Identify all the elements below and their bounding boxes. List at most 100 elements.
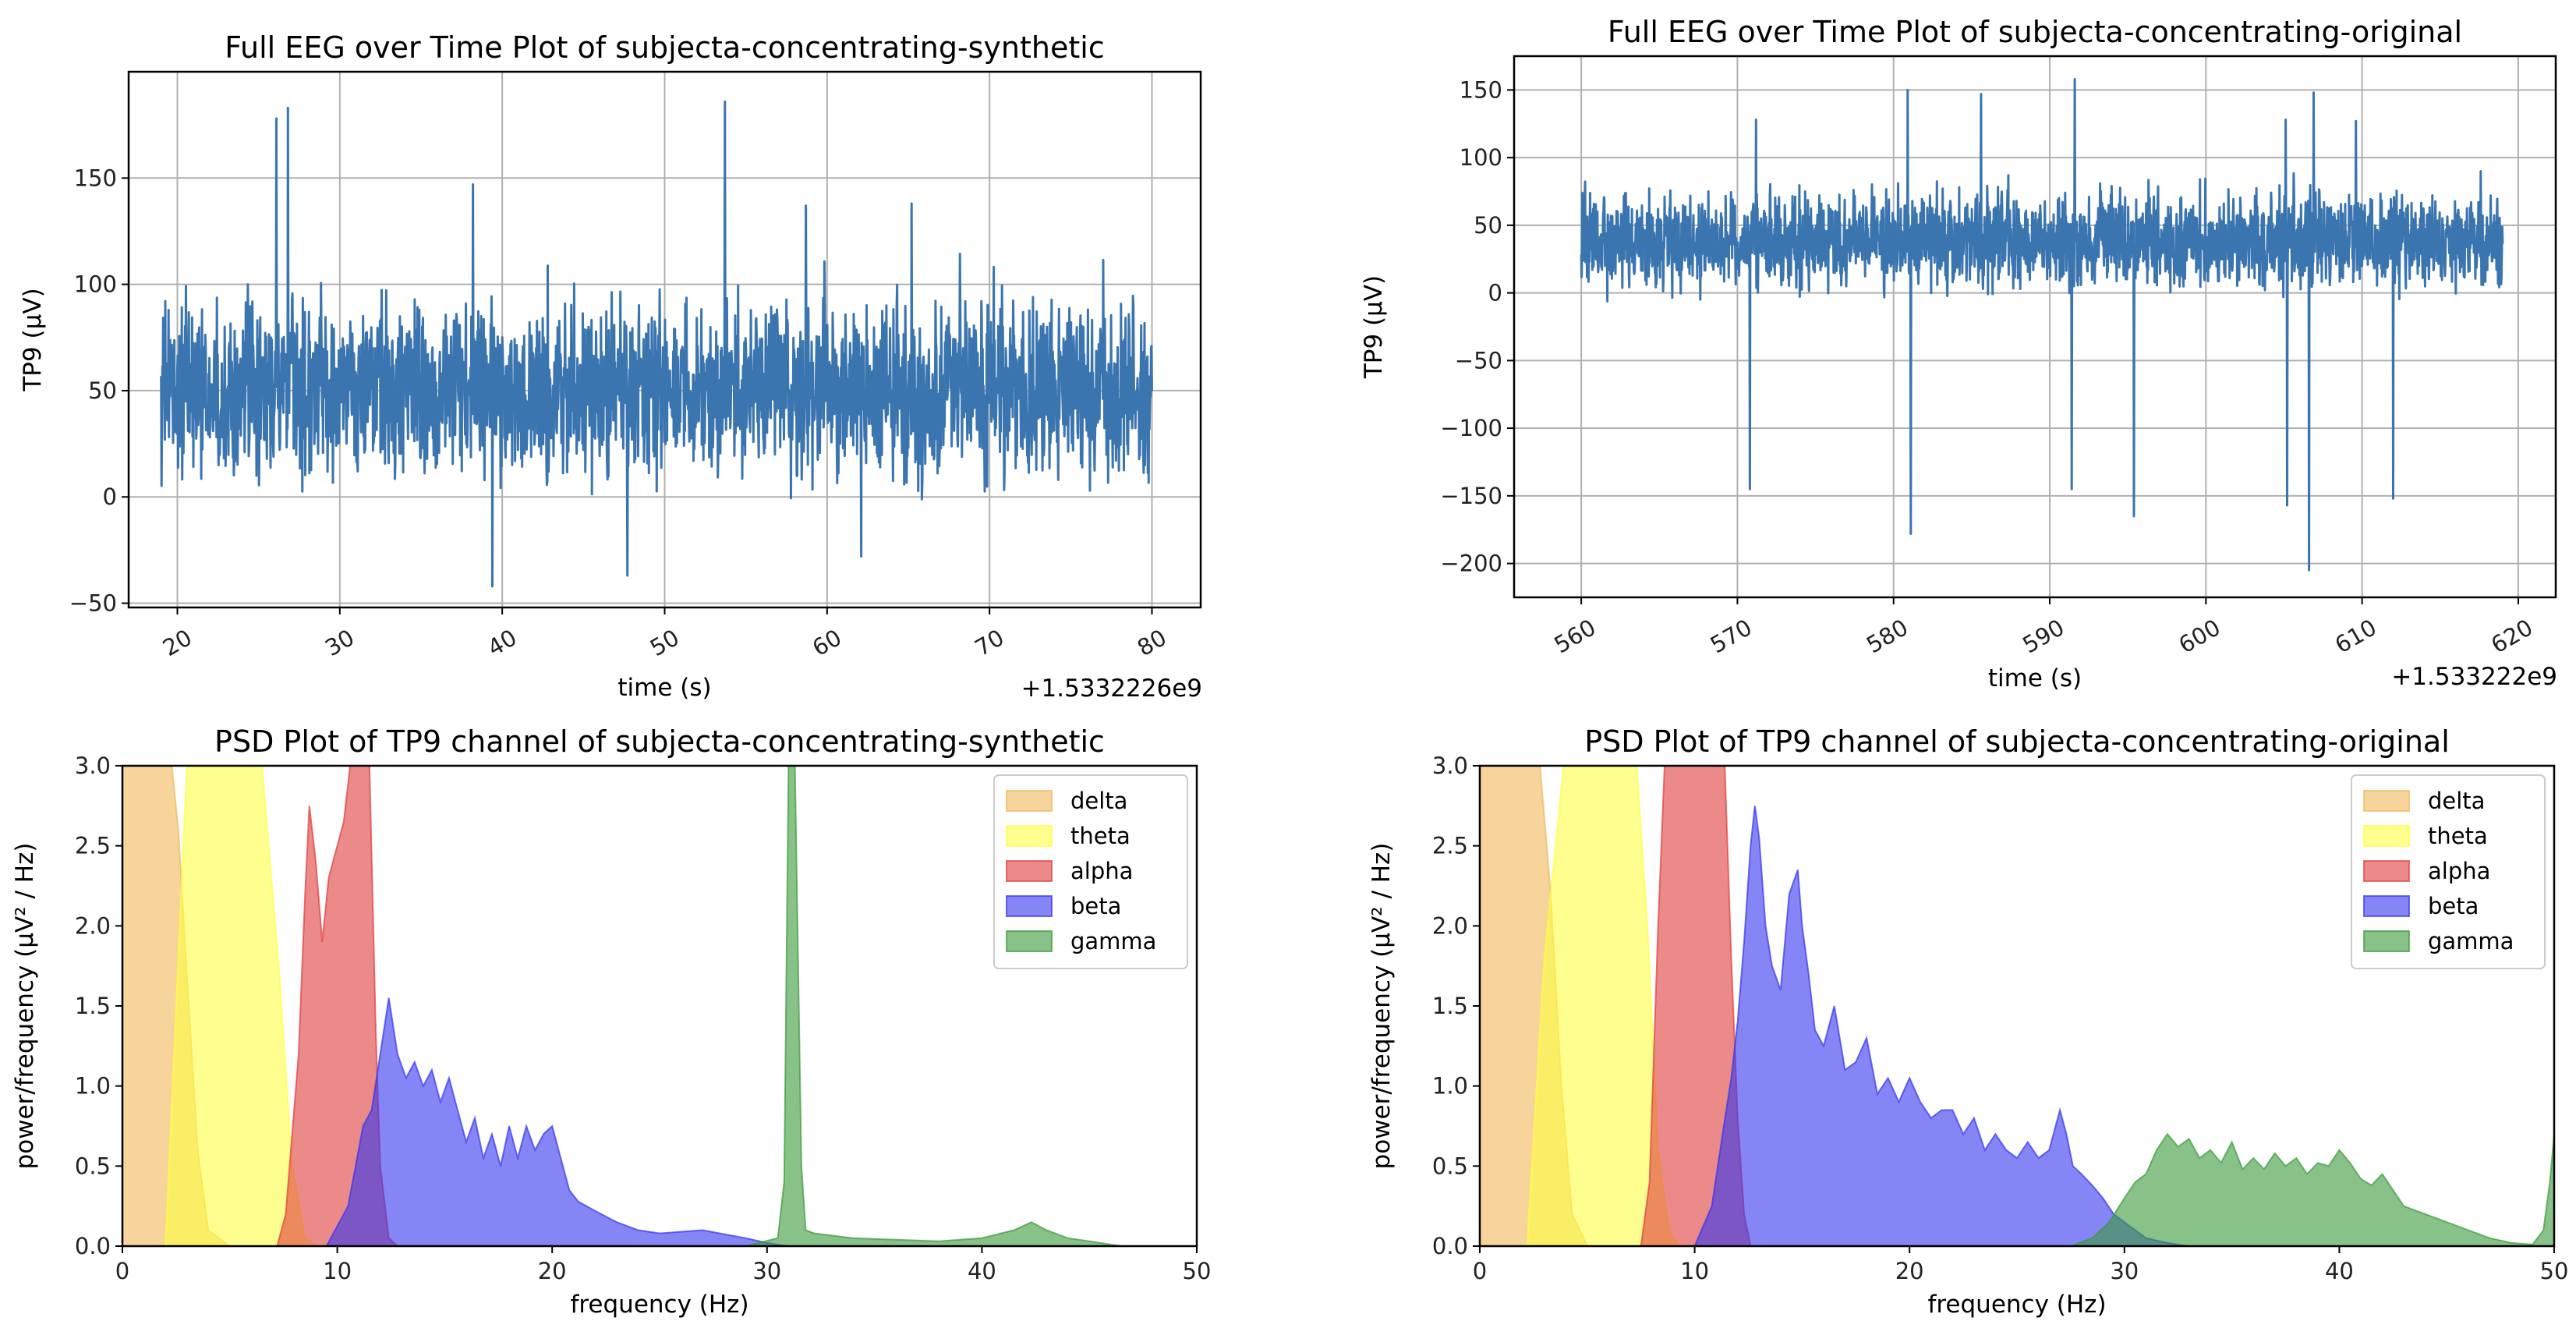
x-tick-label: 0 (115, 1258, 129, 1284)
y-tick-label: 50 (88, 377, 117, 404)
legend-swatch-beta (1006, 895, 1053, 917)
x-tick-label: 20 (538, 1258, 567, 1284)
y-tick-label: −200 (1440, 551, 1502, 577)
y-axis-label: power/frequency (μV² / Hz) (1368, 843, 1396, 1170)
y-tick-label: 150 (1460, 76, 1502, 103)
x-tick-label: 560 (1549, 614, 1600, 658)
chart-title: PSD Plot of TP9 channel of subjecta-conc… (1584, 724, 2450, 759)
legend-label-beta: beta (2428, 893, 2479, 919)
x-tick-label: 590 (2018, 614, 2068, 658)
legend-swatch-alpha (1006, 860, 1053, 882)
x-axis-label: time (s) (617, 674, 711, 702)
x-tick-label: 70 (971, 624, 1009, 661)
x-tick-label: 30 (2110, 1258, 2139, 1284)
legend-swatch-alpha (2363, 860, 2410, 882)
x-tick-label: 600 (2174, 614, 2225, 658)
x-tick-label: 20 (1895, 1258, 1924, 1284)
x-tick-label: 10 (1680, 1258, 1709, 1284)
y-tick-label: 2.5 (75, 833, 111, 859)
x-tick-label: 0 (1473, 1258, 1487, 1284)
legend-box (993, 774, 1188, 969)
legend-box (2351, 774, 2546, 969)
y-tick-label: 150 (74, 165, 117, 191)
x-tick-label: 10 (323, 1258, 352, 1284)
x-tick-label: 50 (2540, 1258, 2569, 1284)
x-axis-label: frequency (Hz) (570, 1291, 748, 1319)
y-axis-label: power/frequency (μV² / Hz) (11, 843, 39, 1170)
chart-title: Full EEG over Time Plot of subjecta-conc… (1608, 15, 2462, 49)
x-tick-label: 50 (646, 624, 684, 661)
legend-label-delta: delta (1070, 788, 1127, 814)
chart-eeg_syn: 20 30 40 50 60 70 80 −50 0 50 100 150 Full EEG over … (19, 30, 1202, 703)
y-tick-label: −100 (1440, 415, 1502, 441)
band-area-gamma (745, 766, 1122, 1246)
plot-area (1580, 78, 2504, 572)
x-tick-label: 60 (808, 624, 846, 661)
y-tick-label: −150 (1440, 483, 1502, 509)
y-tick-label: 0 (1488, 280, 1502, 306)
plot-area (1480, 766, 2554, 1246)
chart-title: Full EEG over Time Plot of subjecta-conc… (225, 30, 1104, 65)
y-tick-label: 0.0 (1432, 1233, 1468, 1259)
axis-offset-text: +1.5332226e9 (1021, 675, 1202, 703)
y-tick-label: 2.0 (1432, 912, 1468, 939)
eeg-signal-line (160, 100, 1153, 588)
x-tick-label: 40 (2325, 1258, 2354, 1284)
band-area-beta (325, 997, 789, 1246)
y-tick-label: 1.5 (75, 993, 111, 1019)
y-tick-label: 100 (74, 271, 117, 298)
x-axis-label: frequency (Hz) (1927, 1291, 2106, 1319)
legend-swatch-gamma (2363, 930, 2410, 952)
legend-swatch-beta (2363, 895, 2410, 917)
y-tick-label: 100 (1460, 144, 1502, 171)
x-axis-label: time (s) (1988, 664, 2082, 692)
y-tick-label: 1.5 (1432, 993, 1468, 1019)
y-tick-label: −50 (1455, 347, 1502, 374)
y-tick-label: 0.5 (75, 1153, 111, 1179)
y-tick-label: 2.5 (1432, 833, 1468, 859)
x-tick-label: 580 (1862, 614, 1913, 658)
plot-area (160, 100, 1153, 588)
chart-psd_syn: 0 10 20 30 40 50 0.0 0.5 1.0 1.5 2.0 2.5 3.0 PSD Plot… (11, 724, 1211, 1319)
x-tick-label: 40 (483, 624, 522, 661)
x-tick-label: 40 (968, 1258, 996, 1284)
legend-label-alpha: alpha (1070, 858, 1133, 884)
legend-label-theta: theta (2428, 823, 2488, 849)
x-tick-label: 20 (158, 624, 196, 661)
y-tick-label: 3.0 (75, 753, 111, 779)
legend-label-alpha: alpha (2428, 858, 2490, 884)
legend: delta theta alpha beta gamma (993, 774, 1188, 969)
legend-label-theta: theta (1070, 823, 1131, 849)
x-tick-label: 30 (320, 624, 359, 661)
band-area-beta (1693, 806, 2189, 1246)
legend-swatch-theta (1006, 825, 1053, 847)
y-tick-label: −50 (69, 590, 117, 617)
y-tick-label: 1.0 (75, 1073, 111, 1100)
y-tick-label: 50 (1474, 212, 1502, 239)
x-tick-label: 50 (1183, 1258, 1212, 1284)
legend-label-delta: delta (2428, 788, 2485, 814)
chart-title: PSD Plot of TP9 channel of subjecta-conc… (214, 724, 1105, 759)
legend-swatch-theta (2363, 825, 2410, 847)
x-tick-label: 30 (752, 1258, 781, 1284)
legend-label-gamma: gamma (1070, 928, 1156, 954)
y-tick-label: 0.5 (1432, 1153, 1468, 1179)
y-axis-label: TP9 (μV) (19, 288, 47, 391)
y-axis-label: TP9 (μV) (1360, 275, 1388, 379)
legend-swatch-delta (2363, 790, 2410, 812)
chart-psd_org: 0 10 20 30 40 50 0.0 0.5 1.0 1.5 2.0 2.5 3.0 PSD Plot… (1368, 724, 2568, 1319)
x-tick-label: 610 (2330, 614, 2381, 658)
y-tick-label: 1.0 (1432, 1073, 1468, 1100)
eeg-signal-line (1580, 78, 2504, 572)
plot-area (122, 766, 1122, 1246)
legend-label-beta: beta (1070, 893, 1121, 919)
y-tick-label: 2.0 (75, 912, 111, 939)
legend-label-gamma: gamma (2428, 928, 2514, 954)
x-tick-label: 620 (2486, 614, 2537, 658)
legend-swatch-gamma (1006, 930, 1053, 952)
x-tick-label: 80 (1133, 624, 1171, 661)
legend-swatch-delta (1006, 790, 1053, 812)
legend: delta theta alpha beta gamma (2351, 774, 2546, 969)
x-tick-label: 570 (1706, 614, 1757, 658)
